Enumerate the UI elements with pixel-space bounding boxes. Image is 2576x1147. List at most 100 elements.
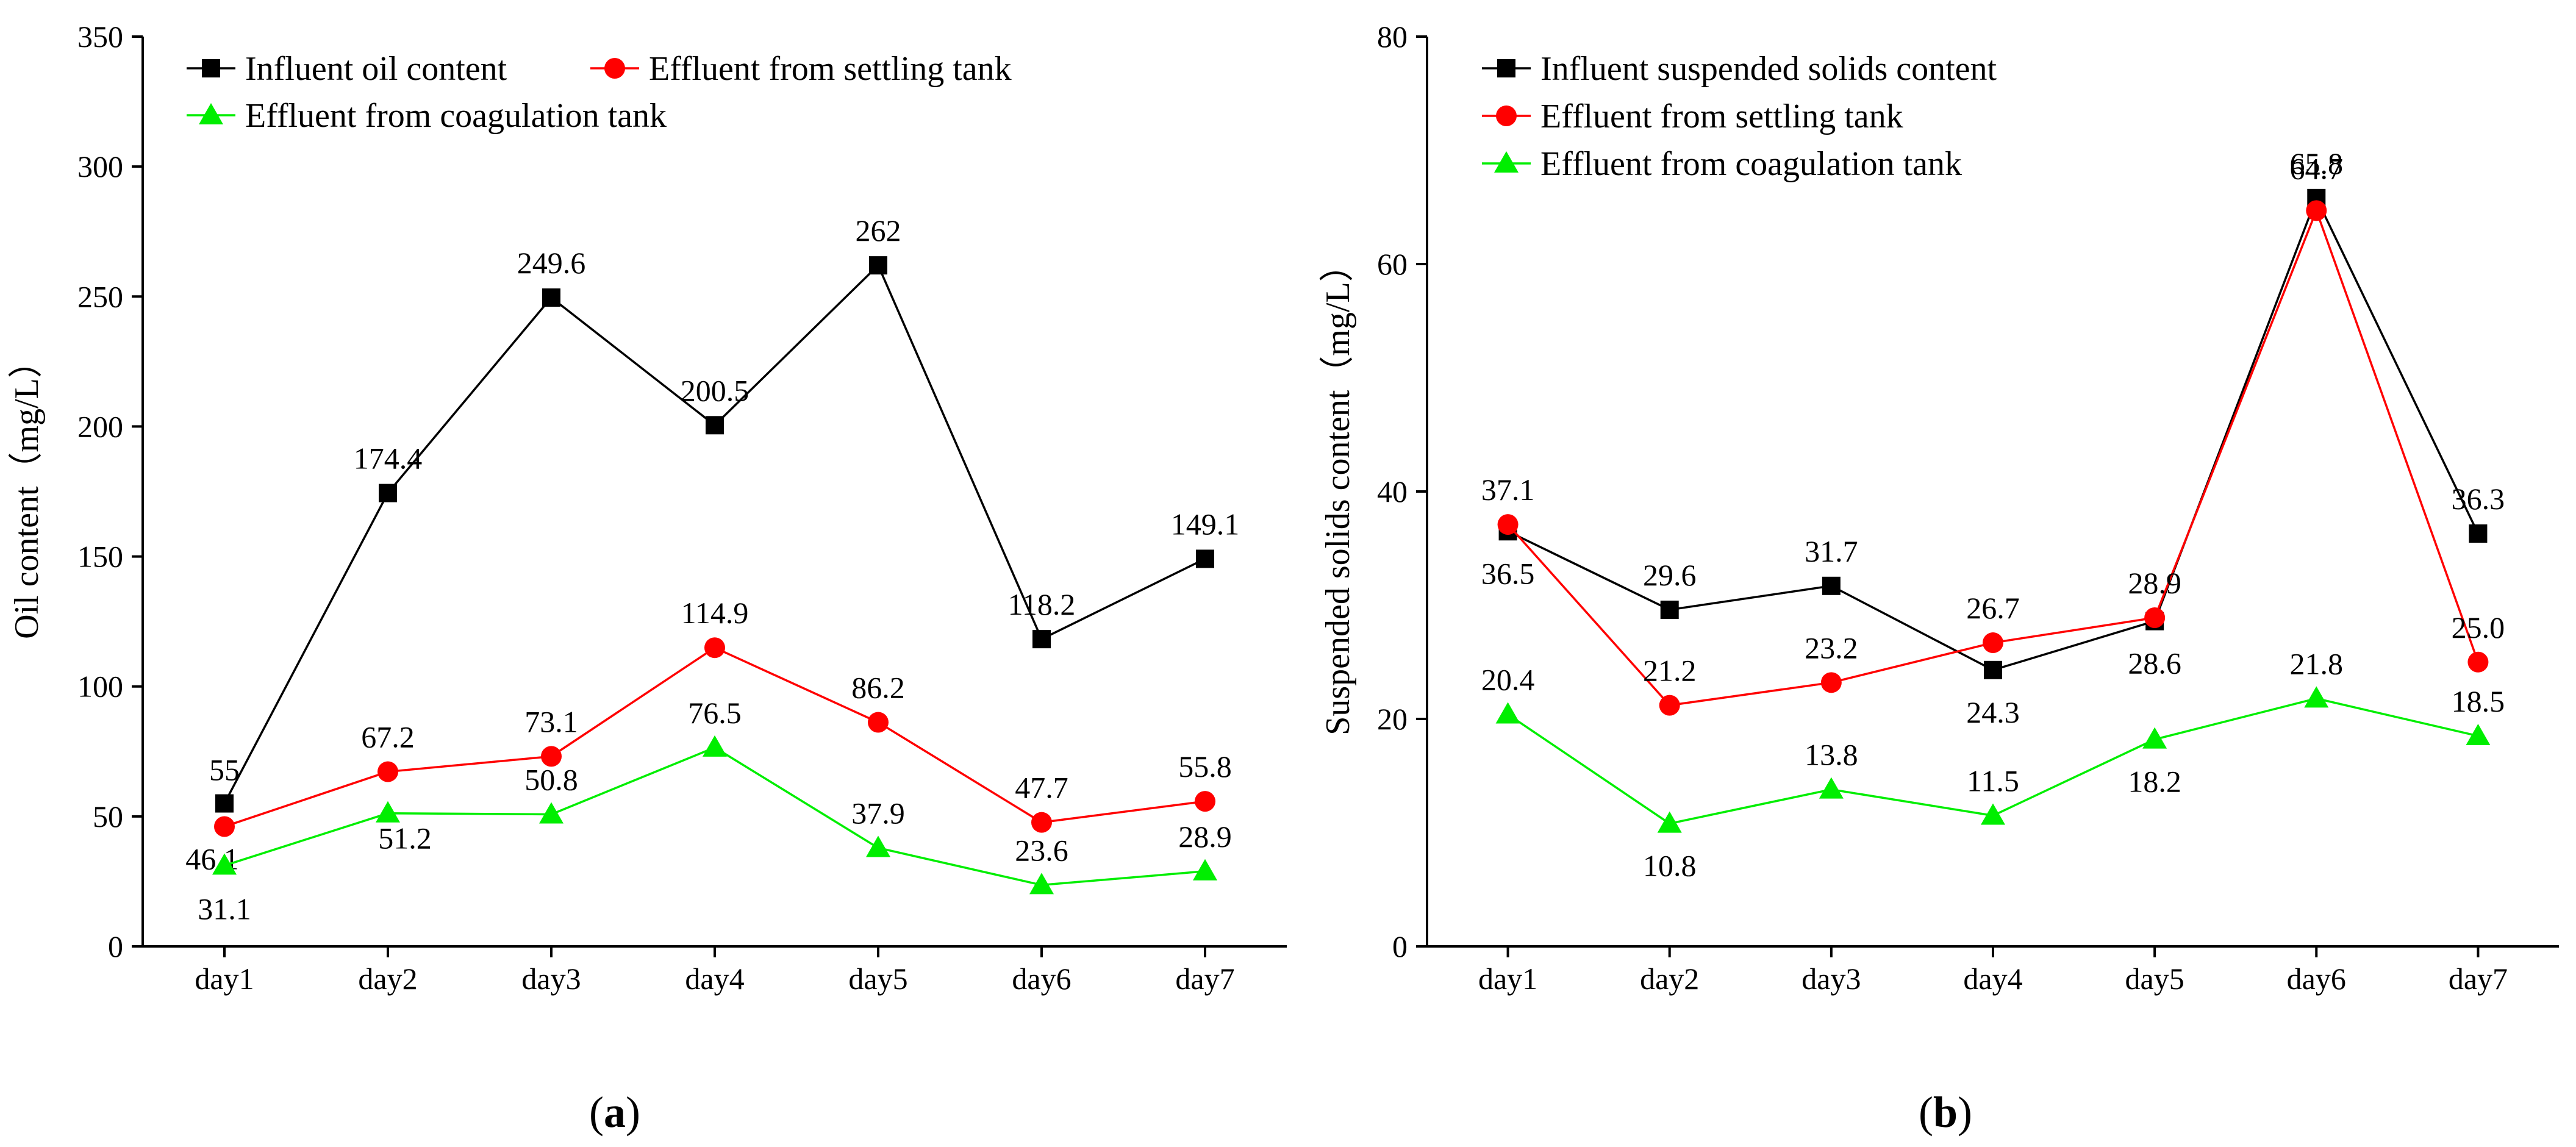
data-point xyxy=(2467,651,2489,673)
data-label: 55.8 xyxy=(1178,749,1232,784)
data-point xyxy=(1983,632,2003,654)
legend-marker xyxy=(1497,59,1515,77)
data-point xyxy=(706,416,724,435)
legend-label: Influent oil content xyxy=(245,50,507,88)
data-point xyxy=(1660,600,1679,619)
y-tick-label: 300 xyxy=(77,149,123,184)
legend-label: Influent suspended solids content xyxy=(1540,50,1997,88)
data-point xyxy=(542,288,560,307)
data-label: 21.2 xyxy=(1643,654,1697,688)
data-label: 10.8 xyxy=(1643,849,1697,883)
data-point xyxy=(377,761,398,782)
x-tick-label: day6 xyxy=(2287,962,2346,996)
data-label: 21.8 xyxy=(2290,646,2344,681)
data-point xyxy=(376,801,400,823)
panel-label: (a) xyxy=(589,1088,640,1137)
legend-label: Effluent from coagulation tank xyxy=(1540,145,1962,183)
panel-label: (b) xyxy=(1919,1088,1972,1137)
x-tick-label: day1 xyxy=(1478,962,1537,996)
data-point xyxy=(869,256,887,275)
x-tick-label: day3 xyxy=(521,962,581,996)
data-label: 28.9 xyxy=(1178,820,1232,854)
data-label: 18.2 xyxy=(2128,765,2181,799)
y-tick-label: 60 xyxy=(1377,247,1408,281)
data-label: 28.9 xyxy=(2128,566,2181,600)
y-axis-label: Oil content（mg/L） xyxy=(8,344,46,639)
data-point xyxy=(2142,727,2167,749)
data-label: 55 xyxy=(209,753,240,787)
data-point xyxy=(541,746,562,767)
data-point xyxy=(212,853,237,875)
y-tick-label: 350 xyxy=(77,20,123,54)
y-tick-label: 250 xyxy=(77,279,123,313)
data-label: 73.1 xyxy=(524,704,578,738)
data-label: 13.8 xyxy=(1805,738,1858,772)
data-point xyxy=(1195,791,1215,812)
data-label: 64.7 xyxy=(2290,151,2344,185)
legend-label: Effluent from coagulation tank xyxy=(245,97,667,135)
data-point xyxy=(379,484,397,502)
data-point xyxy=(1495,702,1520,724)
data-label: 24.3 xyxy=(1966,695,2020,729)
legend-marker xyxy=(202,59,220,77)
panel-letter: b xyxy=(1933,1088,1958,1137)
x-tick-label: day7 xyxy=(1175,962,1234,996)
data-point xyxy=(1497,514,1519,535)
legend-label: Effluent from settling tank xyxy=(649,50,1012,88)
data-label: 149.1 xyxy=(1171,507,1240,541)
data-label: 18.5 xyxy=(2452,684,2505,718)
x-tick-label: day4 xyxy=(1963,962,2022,996)
x-tick-label: day4 xyxy=(685,962,744,996)
data-point xyxy=(539,802,564,824)
data-point xyxy=(2304,686,2329,708)
legend-marker xyxy=(1494,151,1519,173)
y-tick-label: 150 xyxy=(77,540,123,574)
data-label: 28.6 xyxy=(2128,646,2181,681)
data-point xyxy=(868,712,889,733)
y-tick-label: 100 xyxy=(77,670,123,704)
data-label: 25.0 xyxy=(2452,610,2505,645)
data-label: 262 xyxy=(856,213,901,248)
data-label: 174.4 xyxy=(354,441,423,476)
data-label: 36.3 xyxy=(2452,482,2505,516)
x-tick-label: day7 xyxy=(2449,962,2508,996)
x-tick-label: day5 xyxy=(2125,962,2184,996)
data-label: 67.2 xyxy=(361,720,415,754)
data-label: 26.7 xyxy=(1966,591,2020,625)
data-label: 86.2 xyxy=(851,671,905,705)
data-point xyxy=(704,637,725,659)
data-point xyxy=(1822,576,1841,595)
y-tick-label: 200 xyxy=(77,409,123,443)
x-tick-label: day1 xyxy=(195,962,254,996)
x-tick-label: day5 xyxy=(848,962,907,996)
y-tick-label: 0 xyxy=(1392,929,1408,963)
data-label: 50.8 xyxy=(524,762,578,796)
y-axis-label: Suspended solids content（mg/L） xyxy=(1319,248,1357,735)
data-label: 114.9 xyxy=(681,596,749,630)
data-point xyxy=(214,816,235,837)
y-tick-label: 80 xyxy=(1377,20,1408,54)
panel-letter: a xyxy=(604,1088,626,1137)
data-label: 31.7 xyxy=(1805,534,1858,568)
data-point xyxy=(703,735,727,757)
x-tick-label: day2 xyxy=(1640,962,1699,996)
chart-b: 0 20 40 60 80 day1 day2 day3 day4 day5 day6 day7 Sus… xyxy=(1319,20,2559,1137)
data-label: 47.7 xyxy=(1015,771,1068,805)
data-label: 36.5 xyxy=(1481,556,1535,590)
data-label: 65.8 xyxy=(2290,146,2344,180)
data-label: 118.2 xyxy=(1008,587,1076,621)
data-label: 31.1 xyxy=(198,892,251,926)
y-tick-label: 20 xyxy=(1377,702,1408,736)
y-tick-label: 40 xyxy=(1377,474,1408,509)
legend-marker xyxy=(604,58,625,79)
x-tick-label: day3 xyxy=(1801,962,1861,996)
data-point xyxy=(2306,200,2327,221)
data-label: 76.5 xyxy=(688,696,742,730)
data-point xyxy=(1819,777,1844,799)
data-point xyxy=(215,794,234,813)
data-point xyxy=(2144,607,2166,629)
legend-label: Effluent from settling tank xyxy=(1540,98,1903,135)
data-point xyxy=(1659,695,1680,716)
data-point xyxy=(866,835,890,857)
data-point xyxy=(1984,660,2002,679)
